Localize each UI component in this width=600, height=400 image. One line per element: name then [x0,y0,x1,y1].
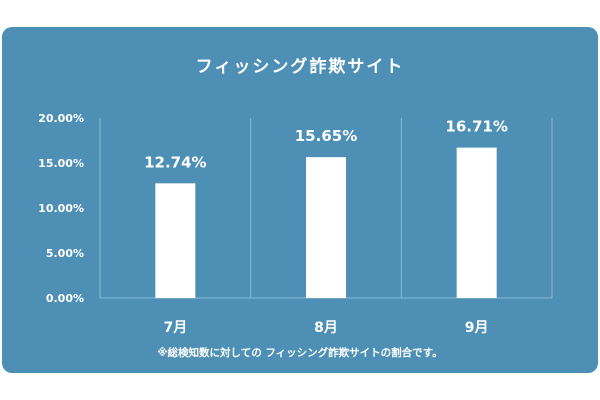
chart-card [2,27,598,373]
x-tick-label: 9月 [465,320,489,336]
data-label: 15.65% [295,127,357,145]
bar [456,147,497,298]
y-tick-label: 15.00% [38,157,84,170]
x-tick-label: 8月 [314,320,338,336]
y-tick-label: 10.00% [38,202,84,215]
y-tick-label: 0.00% [46,292,84,305]
bar [155,183,196,298]
x-tick-label: 7月 [163,320,187,336]
data-label: 16.71% [445,118,507,136]
y-tick-label: 20.00% [38,112,84,125]
data-label: 12.74% [144,153,206,171]
y-tick-label: 5.00% [46,247,84,260]
bar [306,157,346,298]
chart-title: フィッシング詐欺サイト [195,57,405,77]
footnote: ※総検知数に対しての フィッシング詐欺サイトの割合です。 [157,347,443,359]
